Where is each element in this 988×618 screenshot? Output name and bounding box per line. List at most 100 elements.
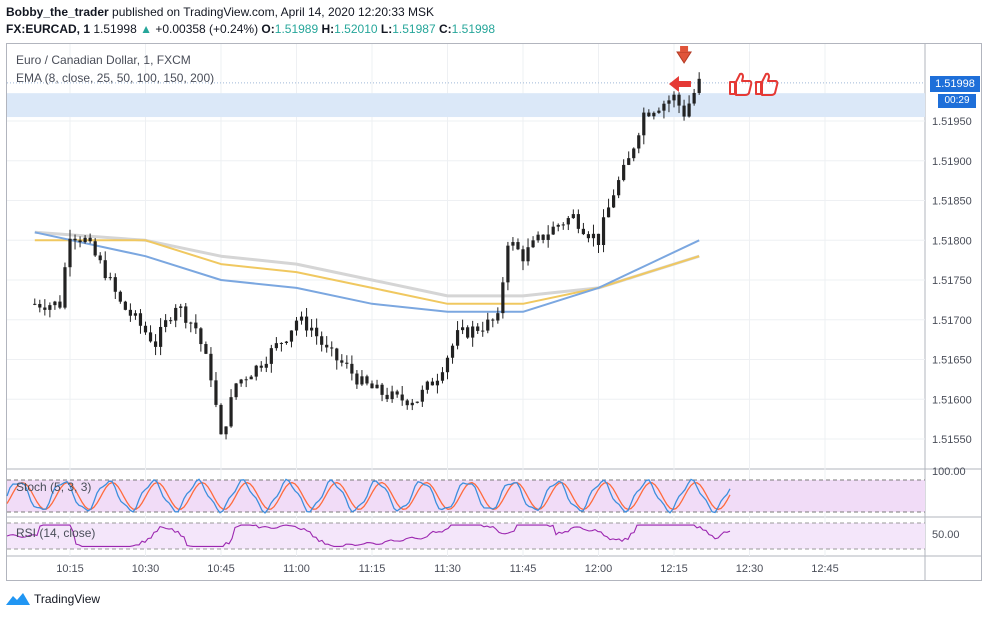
candle-body	[88, 237, 92, 242]
candle-body	[697, 78, 701, 93]
candle-body	[430, 381, 434, 386]
candle-body	[395, 391, 399, 395]
candle-body	[269, 348, 273, 364]
candle-body	[496, 313, 500, 321]
resistance-zone	[7, 93, 925, 118]
rsi-band	[7, 523, 925, 549]
candle-body	[471, 326, 475, 338]
candle-body	[360, 376, 364, 385]
price-tick-label: 1.51850	[932, 196, 972, 208]
candle-body	[73, 238, 77, 241]
candle-body	[103, 260, 107, 279]
price-tick-label: 1.51550	[932, 434, 972, 446]
candle-body	[677, 94, 681, 106]
candle-body	[581, 228, 585, 235]
candle-body	[526, 247, 530, 262]
candle-body	[657, 110, 661, 113]
stoch-k-line	[6, 478, 731, 514]
candle-body	[435, 380, 440, 386]
candle-body	[622, 164, 626, 181]
candle-body	[355, 373, 359, 385]
candle-body	[294, 320, 299, 331]
candle-body	[138, 313, 143, 326]
author-name[interactable]: Bobby_the_trader	[6, 5, 109, 19]
time-tick-label: 11:15	[359, 563, 386, 575]
candle-body	[541, 234, 545, 240]
candle-body	[692, 92, 696, 104]
candle-body	[521, 249, 525, 262]
publish-info: Bobby_the_trader published on TradingVie…	[6, 5, 434, 19]
candle-body	[279, 342, 283, 344]
candle-body	[53, 301, 57, 306]
candle-body	[169, 320, 173, 322]
candle-body	[586, 234, 591, 239]
candle-body	[501, 282, 505, 314]
stoch-d-line	[6, 481, 731, 511]
ema-mid-line	[34, 239, 700, 305]
candle-body	[320, 336, 324, 345]
candle-body	[350, 363, 354, 374]
time-tick-label: 11:45	[510, 563, 537, 575]
candle-body	[249, 376, 253, 380]
close-value: 1.51998	[451, 22, 496, 36]
down-arrow-icon	[676, 51, 692, 64]
time-tick-label: 10:15	[56, 563, 84, 575]
close-label: C:	[438, 22, 452, 36]
candle-body	[420, 389, 424, 402]
candle-body	[199, 328, 203, 345]
candle-body	[340, 360, 344, 363]
candle-body	[38, 303, 42, 308]
price-tick-label: 1.51950	[932, 116, 972, 128]
candle-body	[224, 426, 228, 435]
time-tick-label: 10:30	[132, 563, 160, 575]
candle-body	[214, 380, 218, 405]
time-tick-label: 10:45	[207, 563, 235, 575]
candle-body	[93, 241, 97, 256]
candle-body	[259, 365, 263, 368]
price-tick-label: 1.51600	[932, 394, 972, 406]
left-arrow-icon	[668, 76, 691, 92]
open-value: 1.51989	[274, 22, 319, 36]
chart-frame[interactable]	[6, 43, 982, 581]
candle-body	[189, 322, 193, 324]
candle-body	[642, 112, 646, 136]
candle-body	[48, 305, 52, 310]
candle-body	[571, 214, 575, 219]
candle-body	[662, 103, 666, 111]
tradingview-logo-icon	[6, 593, 30, 605]
candle-body	[576, 214, 580, 229]
candle-body	[83, 237, 87, 243]
candle-body	[410, 402, 414, 406]
countdown-tag: 00:29	[938, 94, 976, 108]
candle-body	[148, 332, 153, 342]
footer-brand[interactable]: TradingView	[6, 592, 100, 606]
stoch-axis-label: 100.00	[932, 466, 966, 478]
price-tick-label: 1.51700	[932, 315, 972, 327]
ema-fast-line	[34, 231, 700, 313]
brand-name: TradingView	[34, 592, 101, 606]
candle-body	[143, 325, 148, 333]
chart-title[interactable]: Euro / Canadian Dollar, 1, FXCM	[16, 53, 191, 67]
candle-body	[375, 384, 379, 389]
candle-body	[118, 291, 122, 302]
stoch-legend[interactable]: Stoch (5, 3, 3)	[16, 480, 92, 494]
candle-body	[667, 100, 671, 104]
rsi-legend[interactable]: RSI (14, close)	[16, 526, 96, 540]
candle-body	[365, 376, 369, 384]
low-label: L:	[380, 22, 393, 36]
time-tick-label: 12:45	[811, 563, 839, 575]
candle-body	[450, 345, 455, 358]
candle-body	[687, 103, 691, 117]
candle-body	[476, 326, 480, 331]
candle-body	[325, 344, 329, 348]
ema-legend[interactable]: EMA (8, close, 25, 50, 100, 150, 200)	[16, 71, 215, 85]
candle-body	[153, 341, 158, 347]
candle-body	[43, 307, 47, 310]
thumbs-up-icon	[729, 72, 753, 96]
candle-body	[652, 112, 656, 117]
candles-group	[33, 72, 701, 440]
change-arrow-icon: ▲	[140, 22, 152, 36]
change: +0.00358 (+0.24%)	[155, 22, 259, 36]
candle-body	[425, 381, 429, 390]
